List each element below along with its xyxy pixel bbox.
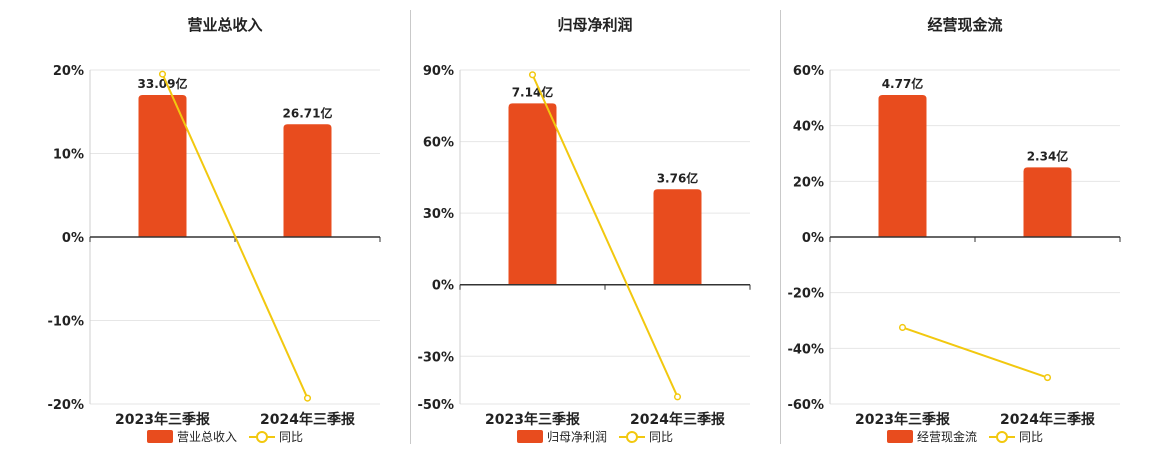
- x-category-label: 2024年三季报: [630, 411, 725, 428]
- legend-item-bar[interactable]: 营业总收入: [146, 428, 237, 445]
- legend-item-bar[interactable]: 经营现金流: [886, 428, 977, 445]
- chart-panel-revenue: 营业总收入 20% 10% 0% -10% -20% 33.09亿 26.71亿 2023年三…: [40, 0, 410, 450]
- bar: [653, 189, 702, 285]
- y-tick-label: -10%: [47, 315, 84, 330]
- chart-legend: 营业总收入 同比: [40, 428, 410, 445]
- y-tick-label: 20%: [793, 175, 824, 190]
- legend-item-bar[interactable]: 归母净利润: [516, 428, 607, 445]
- chart-svg-operating-cashflow: 60% 40% 20% 0% -20% -40% -60% 4.77亿 2.34亿 2023年三季…: [787, 64, 1121, 428]
- panel-divider: [780, 10, 781, 444]
- chart-panel-operating-cashflow: 经营现金流 60% 40% 20% 0% -20% -40% -60% 4.77亿 2.34亿 2…: [780, 0, 1150, 450]
- y-tick-label: -60%: [787, 398, 824, 413]
- y-tick-label: 60%: [793, 64, 824, 79]
- bar: [1023, 167, 1072, 237]
- legend-line-swatch: [989, 430, 1015, 443]
- x-category-label: 2024年三季报: [260, 411, 355, 428]
- bar-data-label: 3.76亿: [657, 170, 699, 185]
- line-point: [1043, 374, 1052, 382]
- x-category-label: 2024年三季报: [1000, 411, 1095, 428]
- y-tick-label: 0%: [62, 231, 84, 246]
- y-tick-label: 20%: [53, 64, 84, 79]
- y-tick-label: -20%: [787, 287, 824, 302]
- line-series: [531, 74, 679, 398]
- legend-line-swatch: [619, 430, 645, 443]
- legend-bar-label: 归母净利润: [546, 430, 607, 444]
- chart-title: 营业总收入: [187, 16, 263, 34]
- legend-bar-swatch: [146, 430, 173, 443]
- y-tick-label: 0%: [802, 231, 824, 246]
- y-tick-label: 0%: [432, 279, 454, 294]
- bar: [283, 124, 332, 237]
- legend-bar-swatch: [516, 430, 543, 443]
- legend-bar-swatch: [886, 430, 913, 443]
- legend-line-swatch: [249, 430, 275, 443]
- chart-legend: 归母净利润 同比: [410, 428, 780, 445]
- bar-data-label: 2.34亿: [1027, 148, 1069, 163]
- x-category-label: 2023年三季报: [855, 411, 950, 428]
- line-point: [528, 71, 537, 79]
- chart-svg-net-profit: 90% 60% 30% 0% -30% -50% 7.14亿 3.76亿 2023年三季报 202…: [417, 64, 751, 428]
- line-point: [303, 394, 312, 402]
- legend-line-label: 同比: [279, 430, 304, 444]
- y-tick-label: 10%: [53, 148, 84, 163]
- y-tick-label: -40%: [787, 342, 824, 357]
- chart-title: 归母净利润: [557, 16, 633, 34]
- bar-data-label: 26.71亿: [283, 105, 333, 120]
- bar: [138, 95, 187, 237]
- bar-data-label: 33.09亿: [138, 76, 188, 91]
- chart-svg-revenue: 20% 10% 0% -10% -20% 33.09亿 26.71亿 2023年三季报 2024…: [47, 64, 381, 428]
- legend-bar-label: 营业总收入: [176, 430, 237, 444]
- x-category-label: 2023年三季报: [485, 411, 580, 428]
- line-series: [902, 326, 1048, 379]
- y-tick-label: 60%: [423, 136, 454, 151]
- x-category-label: 2023年三季报: [115, 411, 210, 428]
- legend-bar-label: 经营现金流: [916, 430, 977, 444]
- line-series: [161, 73, 309, 399]
- bar-data-label: 4.77亿: [882, 76, 924, 91]
- y-tick-label: 90%: [423, 64, 454, 79]
- y-tick-label: -20%: [47, 398, 84, 413]
- panel-divider: [410, 10, 411, 444]
- chart-title: 经营现金流: [927, 16, 1003, 34]
- legend-item-line[interactable]: 同比: [619, 428, 673, 445]
- y-tick-label: -50%: [417, 398, 454, 413]
- legend-item-line[interactable]: 同比: [989, 428, 1043, 445]
- chart-legend: 经营现金流 同比: [780, 428, 1150, 445]
- line-point: [673, 393, 682, 401]
- y-tick-label: 40%: [793, 120, 824, 135]
- legend-line-label: 同比: [1019, 430, 1044, 444]
- y-tick-label: -30%: [417, 350, 454, 365]
- legend-line-label: 同比: [649, 430, 674, 444]
- bar: [508, 103, 557, 285]
- chart-panel-net-profit: 归母净利润 90% 60% 30% 0% -30% -50% 7.14亿 3.76亿 2023年…: [410, 0, 780, 450]
- bar-data-label: 7.14亿: [512, 84, 554, 99]
- line-point: [158, 70, 167, 78]
- legend-item-line[interactable]: 同比: [249, 428, 303, 445]
- line-point: [898, 323, 907, 332]
- y-tick-label: 30%: [423, 207, 454, 222]
- bar: [878, 95, 927, 237]
